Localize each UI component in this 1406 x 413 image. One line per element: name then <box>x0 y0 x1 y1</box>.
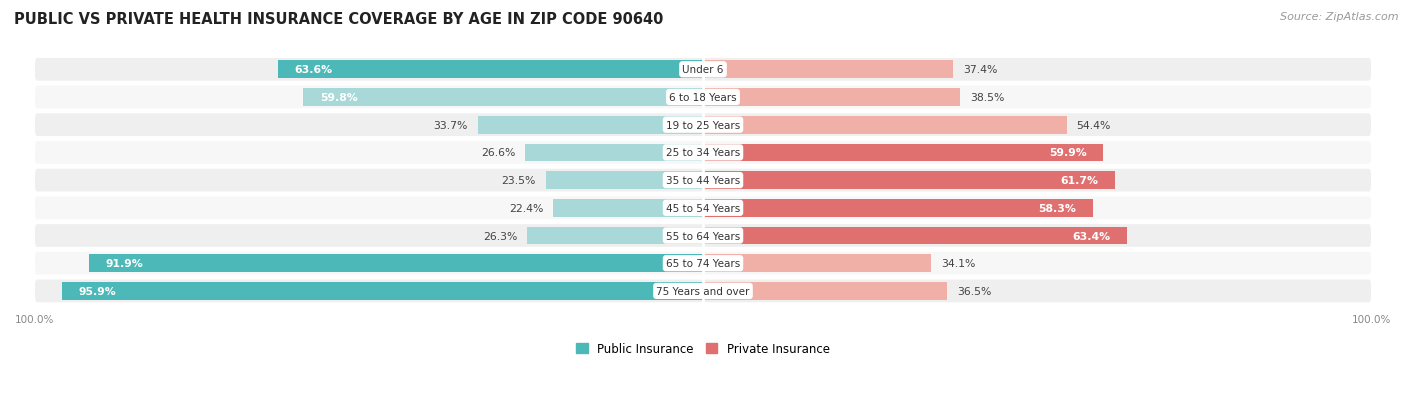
Bar <box>554 199 703 217</box>
Text: 91.9%: 91.9% <box>105 259 143 268</box>
FancyBboxPatch shape <box>35 114 1371 137</box>
Text: 59.8%: 59.8% <box>321 93 357 103</box>
Bar <box>703 89 960 107</box>
Text: 55 to 64 Years: 55 to 64 Years <box>666 231 740 241</box>
Text: 26.6%: 26.6% <box>481 148 515 158</box>
Text: 75 Years and over: 75 Years and over <box>657 286 749 296</box>
Text: 58.3%: 58.3% <box>1038 203 1076 213</box>
Text: 22.4%: 22.4% <box>509 203 543 213</box>
Text: Under 6: Under 6 <box>682 65 724 75</box>
Text: PUBLIC VS PRIVATE HEALTH INSURANCE COVERAGE BY AGE IN ZIP CODE 90640: PUBLIC VS PRIVATE HEALTH INSURANCE COVER… <box>14 12 664 27</box>
Bar <box>703 199 1092 217</box>
Text: 54.4%: 54.4% <box>1077 121 1111 131</box>
Text: 25 to 34 Years: 25 to 34 Years <box>666 148 740 158</box>
Text: 37.4%: 37.4% <box>963 65 997 75</box>
Bar <box>478 116 703 134</box>
Text: 23.5%: 23.5% <box>502 176 536 186</box>
Text: 36.5%: 36.5% <box>957 286 991 296</box>
Text: 63.6%: 63.6% <box>295 65 333 75</box>
FancyBboxPatch shape <box>35 197 1371 220</box>
Bar <box>526 144 703 162</box>
Bar <box>703 144 1104 162</box>
FancyBboxPatch shape <box>35 225 1371 247</box>
Bar <box>703 227 1126 245</box>
Text: 34.1%: 34.1% <box>941 259 976 268</box>
Bar <box>703 282 946 300</box>
Bar <box>703 116 1067 134</box>
Text: 26.3%: 26.3% <box>482 231 517 241</box>
Text: 95.9%: 95.9% <box>79 286 117 296</box>
FancyBboxPatch shape <box>35 86 1371 109</box>
Bar <box>703 61 953 79</box>
Bar <box>304 89 703 107</box>
Bar <box>546 172 703 190</box>
Text: 45 to 54 Years: 45 to 54 Years <box>666 203 740 213</box>
Bar <box>703 172 1115 190</box>
FancyBboxPatch shape <box>35 169 1371 192</box>
FancyBboxPatch shape <box>35 59 1371 81</box>
Legend: Public Insurance, Private Insurance: Public Insurance, Private Insurance <box>571 337 835 360</box>
Text: 38.5%: 38.5% <box>970 93 1005 103</box>
Text: 65 to 74 Years: 65 to 74 Years <box>666 259 740 268</box>
Bar <box>703 255 931 273</box>
Bar <box>89 255 703 273</box>
Text: 59.9%: 59.9% <box>1049 148 1087 158</box>
Bar <box>278 61 703 79</box>
FancyBboxPatch shape <box>35 142 1371 164</box>
Text: 19 to 25 Years: 19 to 25 Years <box>666 121 740 131</box>
FancyBboxPatch shape <box>35 252 1371 275</box>
Text: 33.7%: 33.7% <box>433 121 468 131</box>
Text: 63.4%: 63.4% <box>1071 231 1109 241</box>
FancyBboxPatch shape <box>35 280 1371 303</box>
Bar <box>527 227 703 245</box>
Text: Source: ZipAtlas.com: Source: ZipAtlas.com <box>1281 12 1399 22</box>
Text: 35 to 44 Years: 35 to 44 Years <box>666 176 740 186</box>
Text: 6 to 18 Years: 6 to 18 Years <box>669 93 737 103</box>
Text: 61.7%: 61.7% <box>1060 176 1098 186</box>
Bar <box>62 282 703 300</box>
